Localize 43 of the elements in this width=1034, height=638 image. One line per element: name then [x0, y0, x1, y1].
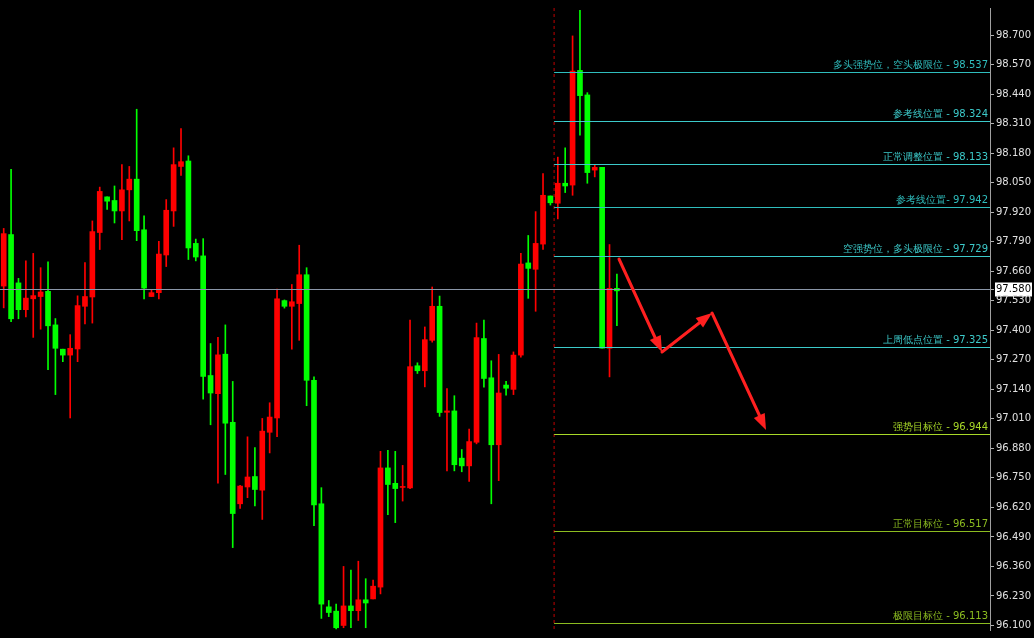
- candlestick: [355, 560, 362, 621]
- y-tick-label: 97.400: [996, 323, 1031, 335]
- candlestick: [252, 447, 258, 507]
- ref-line-label: 空强势位，多头极限位 - 97.729: [843, 243, 988, 255]
- ref-line-label: 多头强势位，空头极限位 - 98.537: [833, 59, 988, 71]
- candlestick: [444, 388, 450, 472]
- y-tick-label: 97.790: [996, 235, 1031, 247]
- y-tick-label: 97.010: [996, 412, 1031, 424]
- candlestick: [67, 334, 74, 419]
- y-tick-label: 97.920: [996, 205, 1031, 217]
- y-tick-label: 97.660: [996, 264, 1031, 276]
- y-tick-label: 96.230: [996, 589, 1031, 601]
- y-tick-label: 98.700: [996, 28, 1031, 40]
- y-tick-label: 96.880: [996, 441, 1031, 453]
- y-tick-label: 97.270: [996, 353, 1031, 365]
- y-tick-label: 96.360: [996, 560, 1031, 572]
- y-tick-label: 98.050: [996, 176, 1031, 188]
- ref-line-label: 上周低点位置 - 97.325: [883, 334, 988, 346]
- y-tick-label: 96.750: [996, 471, 1031, 483]
- y-tick-label: 98.440: [996, 87, 1031, 99]
- y-tick-label: 97.530: [996, 294, 1031, 306]
- y-tick-label: 97.580: [996, 283, 1031, 295]
- ref-line-label: 正常调整位置 - 98.133: [883, 151, 988, 163]
- candlestick: [577, 9, 583, 136]
- ref-line-label: 参考线位置- 97.942: [896, 194, 988, 206]
- candlestick: [562, 147, 569, 193]
- y-tick-label: 96.490: [996, 530, 1031, 542]
- ref-line-label: 正常目标位 - 96.517: [893, 518, 988, 530]
- y-tick-label: 97.140: [996, 382, 1031, 394]
- candlestick: [126, 166, 133, 222]
- y-tick-label: 98.180: [996, 146, 1031, 158]
- ref-line-label: 强势目标位 - 96.944: [893, 421, 988, 433]
- y-tick-label: 96.620: [996, 501, 1031, 513]
- y-tick-label: 96.100: [996, 619, 1031, 631]
- candlestick: [525, 235, 532, 299]
- y-tick-label: 98.570: [996, 58, 1031, 70]
- candlestick: [178, 128, 184, 176]
- y-tick-label: 98.310: [996, 117, 1031, 129]
- candlestick: [82, 262, 88, 325]
- candlestick: [348, 569, 354, 629]
- ref-line-label: 极限目标位 - 96.113: [892, 610, 988, 622]
- ref-line-label: 参考线位置 - 98.324: [893, 108, 988, 120]
- candlestick: [362, 578, 369, 629]
